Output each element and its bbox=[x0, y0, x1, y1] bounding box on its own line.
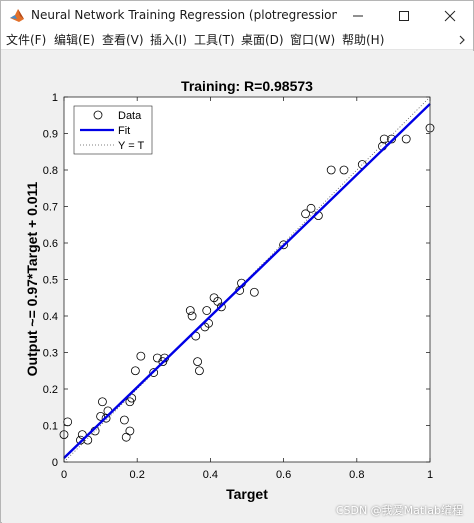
legend-entry-fit: Fit bbox=[118, 125, 130, 137]
menu-window[interactable]: 窗口(W) bbox=[290, 33, 336, 47]
y-axis-label: Output ~= 0.97*Target + 0.011 bbox=[24, 181, 40, 376]
menu-help[interactable]: 帮助(H) bbox=[342, 33, 385, 47]
data-point bbox=[401, 134, 411, 144]
data-point bbox=[149, 368, 159, 377]
data-point bbox=[326, 165, 336, 175]
y-tick-label: 0.8 bbox=[43, 165, 58, 177]
y-tick-label: 0 bbox=[52, 457, 58, 469]
axes-box bbox=[63, 96, 431, 463]
y-tick-label: 0.6 bbox=[43, 238, 58, 250]
y-tick-label: 1 bbox=[52, 92, 58, 104]
x-tick-label: 0 bbox=[61, 469, 67, 481]
data-point bbox=[216, 302, 226, 312]
menu-tools[interactable]: 工具(T) bbox=[194, 33, 235, 47]
data-point bbox=[76, 435, 85, 445]
data-point bbox=[185, 306, 195, 315]
x-axis-label: Target bbox=[226, 486, 268, 502]
data-point bbox=[130, 366, 140, 376]
minimize-icon bbox=[353, 15, 363, 17]
data-point bbox=[187, 311, 197, 321]
matlab-logo-icon bbox=[10, 9, 24, 22]
y-tick-label: 0.4 bbox=[43, 311, 58, 323]
menu-bar: 文件(F) 编辑(E) 查看(V) 插入(I) 工具(T) 桌面(D) 窗口(W… bbox=[1, 31, 473, 50]
data-point bbox=[98, 397, 107, 407]
window-title: Neural Network Training Regression (plot… bbox=[31, 8, 337, 22]
y-tick-label: 0.9 bbox=[43, 129, 58, 141]
legend-data-marker-icon bbox=[93, 110, 103, 120]
data-point bbox=[339, 165, 349, 175]
y-tick-label: 0.1 bbox=[43, 421, 58, 433]
menu-file[interactable]: 文件(F) bbox=[6, 33, 47, 47]
x-tick-label: 0.6 bbox=[276, 469, 291, 481]
menu-desktop[interactable]: 桌面(D) bbox=[241, 33, 284, 47]
data-point bbox=[96, 411, 105, 421]
y-tick-label: 0.5 bbox=[43, 275, 58, 287]
figure-canvas: 0 0.2 0.4 0.6 0.8 1 0 0.1 0.2 0.3 0.4 0.5 0.6 0.7 0.8 0… bbox=[2, 51, 474, 523]
data-point bbox=[125, 426, 135, 436]
legend-entry-identity: Y = T bbox=[118, 140, 144, 152]
y-tick-label: 0.7 bbox=[43, 202, 58, 214]
data-point bbox=[119, 415, 129, 425]
close-button[interactable] bbox=[427, 1, 473, 31]
data-point bbox=[379, 134, 389, 144]
y-tick-label: 0.3 bbox=[43, 348, 58, 360]
data-point bbox=[306, 203, 316, 213]
close-icon bbox=[444, 10, 456, 22]
y-tick-label: 0.2 bbox=[43, 384, 58, 396]
menu-insert[interactable]: 插入(I) bbox=[150, 33, 187, 47]
data-point bbox=[279, 240, 289, 250]
data-point bbox=[193, 357, 202, 367]
data-point bbox=[202, 306, 212, 315]
watermark: CSDN @我爱Matlab编程 bbox=[335, 504, 463, 517]
chart-title: Training: R=0.98573 bbox=[181, 78, 313, 94]
data-point bbox=[249, 287, 259, 297]
regression-plot[interactable]: 0 0.2 0.4 0.6 0.8 1 0 0.1 0.2 0.3 0.4 0.5 0.6 0.7 0.8 0… bbox=[2, 51, 474, 523]
x-tick-label: 0.4 bbox=[203, 469, 218, 481]
minimize-button[interactable] bbox=[335, 1, 381, 31]
menu-view[interactable]: 查看(V) bbox=[102, 33, 144, 47]
legend[interactable]: Data Fit Y = T bbox=[73, 105, 153, 155]
toolbar-expand-arrow-icon[interactable] bbox=[457, 35, 467, 45]
title-bar[interactable]: Neural Network Training Regression (plot… bbox=[1, 1, 473, 31]
data-point bbox=[195, 366, 204, 376]
data-point bbox=[136, 351, 146, 361]
x-tick-label: 0.2 bbox=[130, 469, 145, 481]
menu-edit[interactable]: 编辑(E) bbox=[54, 33, 95, 47]
maximize-button[interactable] bbox=[381, 1, 427, 31]
x-tick-label: 0.8 bbox=[349, 469, 364, 481]
legend-entry-data: Data bbox=[118, 110, 142, 122]
x-tick-label: 1 bbox=[427, 469, 433, 481]
fit-line bbox=[63, 103, 431, 459]
maximize-icon bbox=[399, 11, 409, 21]
data-point bbox=[301, 209, 310, 219]
